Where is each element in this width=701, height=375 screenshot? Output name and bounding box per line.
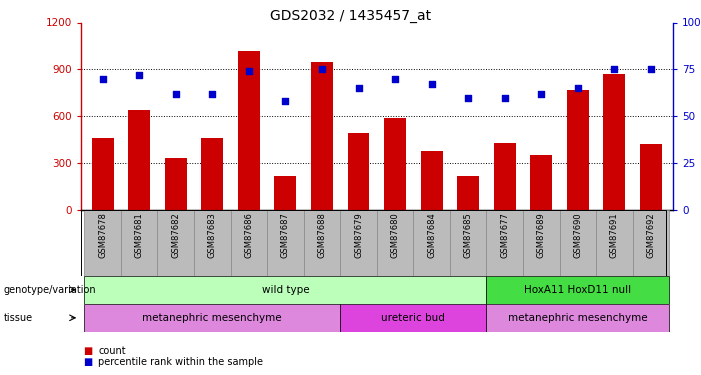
Text: GSM87689: GSM87689 (537, 213, 546, 258)
Text: GSM87685: GSM87685 (463, 213, 472, 258)
Bar (231, 210, 267, 276)
Bar (348, 134, 369, 210)
Bar (194, 210, 231, 276)
Text: GSM87680: GSM87680 (390, 213, 400, 258)
Point (207, 91, 218, 97)
Text: GSM87691: GSM87691 (610, 213, 619, 258)
Bar (523, 210, 559, 276)
Bar (201, 138, 223, 210)
Bar (84, 210, 121, 276)
Bar (340, 210, 377, 276)
Bar (158, 210, 194, 276)
Text: count: count (98, 346, 125, 355)
Point (646, 66, 657, 72)
Bar (304, 210, 340, 276)
Bar (457, 176, 479, 210)
Text: ■: ■ (83, 357, 92, 367)
Bar (450, 210, 486, 276)
Bar (604, 74, 625, 210)
Text: GSM87688: GSM87688 (318, 213, 327, 258)
Bar (267, 210, 304, 276)
Bar (274, 176, 297, 210)
Bar (238, 51, 260, 210)
Text: GSM87686: GSM87686 (245, 213, 253, 258)
Point (243, 68, 254, 74)
Bar (92, 138, 114, 210)
Bar (165, 158, 186, 210)
Point (463, 94, 474, 100)
Text: wild type: wild type (261, 285, 309, 295)
Point (133, 72, 144, 78)
Bar (531, 154, 552, 210)
Point (609, 66, 620, 72)
Bar (311, 62, 333, 210)
Bar (596, 210, 633, 276)
Point (390, 76, 401, 82)
Text: GSM87692: GSM87692 (646, 213, 655, 258)
Bar (567, 90, 589, 210)
Point (572, 85, 583, 91)
Point (316, 66, 327, 72)
Bar (84, 276, 486, 304)
Text: metanephric mesenchyme: metanephric mesenchyme (508, 313, 648, 323)
Bar (486, 276, 669, 304)
Bar (414, 210, 450, 276)
Text: HoxA11 HoxD11 null: HoxA11 HoxD11 null (524, 285, 632, 295)
Bar (377, 210, 414, 276)
Point (170, 91, 182, 97)
Text: GSM87677: GSM87677 (501, 213, 509, 258)
Bar (640, 144, 662, 210)
Bar (421, 151, 442, 210)
Text: metanephric mesenchyme: metanephric mesenchyme (142, 313, 282, 323)
Text: GSM87681: GSM87681 (135, 213, 144, 258)
Text: ■: ■ (83, 346, 92, 355)
Text: genotype/variation: genotype/variation (4, 285, 96, 295)
Bar (128, 110, 150, 210)
Point (426, 81, 437, 87)
Point (536, 91, 547, 97)
Text: ureteric bud: ureteric bud (381, 313, 445, 323)
Bar (486, 210, 523, 276)
Text: GSM87679: GSM87679 (354, 213, 363, 258)
Bar (121, 210, 158, 276)
Text: percentile rank within the sample: percentile rank within the sample (98, 357, 263, 367)
Point (353, 85, 364, 91)
Bar (84, 304, 340, 332)
Bar (633, 210, 669, 276)
Bar (486, 304, 669, 332)
Text: GSM87684: GSM87684 (427, 213, 436, 258)
Point (499, 94, 510, 100)
Text: GSM87683: GSM87683 (207, 213, 217, 258)
Bar (494, 143, 516, 210)
Text: GSM87678: GSM87678 (98, 213, 107, 258)
Text: tissue: tissue (4, 313, 33, 323)
Point (97, 76, 108, 82)
Point (280, 98, 291, 104)
Bar (340, 304, 486, 332)
Text: GSM87687: GSM87687 (281, 213, 290, 258)
Bar (559, 210, 596, 276)
Text: GDS2032 / 1435457_at: GDS2032 / 1435457_at (270, 9, 431, 23)
Text: GSM87682: GSM87682 (171, 213, 180, 258)
Bar (384, 118, 406, 210)
Text: GSM87690: GSM87690 (573, 213, 583, 258)
